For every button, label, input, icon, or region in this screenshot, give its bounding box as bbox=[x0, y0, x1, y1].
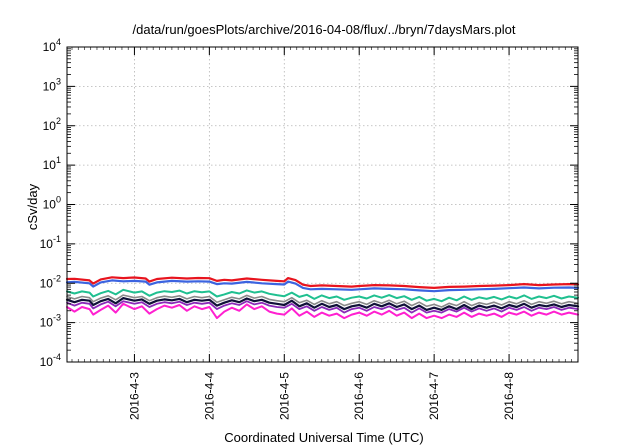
y-tick-label: 104 bbox=[43, 37, 61, 54]
x-axis-ticks: 2016-4-3 2016-4-4 2016-4-5 2016-4-6 2016-4-7… bbox=[71, 47, 579, 420]
y-axis-label: cSv/day bbox=[25, 183, 40, 230]
x-tick-label: 2016-4-4 bbox=[202, 372, 216, 420]
y-tick-label: 10-1 bbox=[40, 234, 61, 251]
x-axis-label: Coordinated Universal Time (UTC) bbox=[224, 430, 423, 445]
y-tick-exponent: 1 bbox=[56, 155, 61, 165]
y-tick-exponent: -4 bbox=[53, 352, 61, 362]
y-tick-label: 103 bbox=[43, 76, 61, 93]
x-tick-label: 2016-4-3 bbox=[127, 372, 141, 420]
y-tick-base: 10 bbox=[40, 316, 54, 330]
data-series-line bbox=[66, 300, 579, 314]
y-tick-base: 10 bbox=[40, 355, 54, 369]
y-tick-exponent: -1 bbox=[53, 234, 61, 244]
data-series-line bbox=[66, 294, 579, 308]
y-tick-base: 10 bbox=[43, 79, 57, 93]
y-tick-exponent: 0 bbox=[56, 195, 61, 205]
y-tick-exponent: 4 bbox=[56, 37, 61, 47]
series-lines bbox=[65, 276, 580, 320]
y-tick-exponent: 3 bbox=[56, 76, 61, 86]
y-tick-label: 10-4 bbox=[40, 352, 61, 369]
data-series-line bbox=[66, 288, 579, 303]
y-tick-base: 10 bbox=[43, 119, 57, 133]
data-series-line bbox=[65, 276, 580, 289]
x-tick-label: 2016-4-6 bbox=[352, 372, 366, 420]
y-tick-base: 10 bbox=[40, 237, 54, 251]
y-tick-base: 10 bbox=[43, 158, 57, 172]
x-tick-label: 2016-4-7 bbox=[427, 372, 441, 420]
x-tick-label: 2016-4-8 bbox=[502, 372, 516, 420]
y-tick-base: 10 bbox=[43, 40, 57, 54]
y-tick-exponent: -2 bbox=[53, 273, 61, 283]
data-series-line bbox=[65, 279, 580, 293]
y-tick-label: 102 bbox=[43, 116, 61, 133]
chart-title: /data/run/goesPlots/archive/2016-04-08/f… bbox=[133, 22, 516, 37]
y-tick-label: 10-2 bbox=[40, 273, 61, 290]
data-series-line bbox=[65, 297, 580, 311]
y-tick-exponent: 2 bbox=[56, 116, 61, 126]
data-series-line bbox=[66, 302, 579, 320]
y-tick-label: 101 bbox=[43, 155, 61, 172]
y-tick-exponent: -3 bbox=[53, 313, 61, 323]
y-tick-base: 10 bbox=[43, 198, 57, 212]
y-tick-label: 100 bbox=[43, 195, 61, 212]
y-tick-base: 10 bbox=[40, 276, 54, 290]
x-tick-label: 2016-4-5 bbox=[277, 372, 291, 420]
y-tick-label: 10-3 bbox=[40, 313, 61, 330]
